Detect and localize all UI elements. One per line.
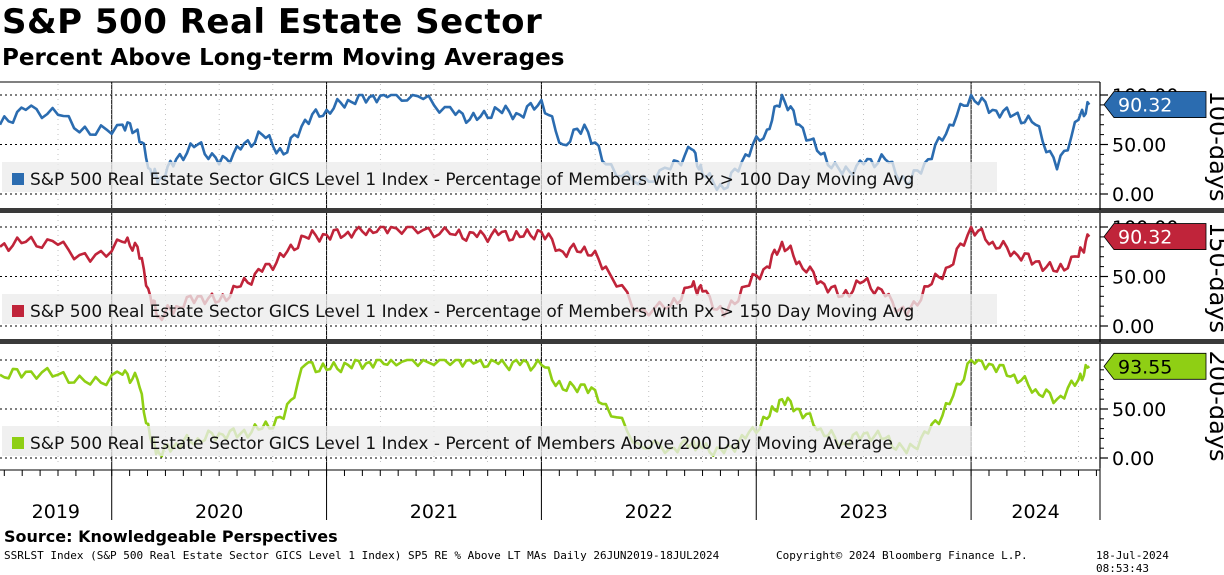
legend-label: S&P 500 Real Estate Sector GICS Level 1 … bbox=[30, 302, 914, 322]
x-tick-label: 2022 bbox=[625, 501, 673, 520]
last-value-label: 90.32 bbox=[1118, 227, 1172, 249]
x-tick-label: 2019 bbox=[32, 501, 80, 520]
timestamp: 18-Jul-2024 08:53:43 bbox=[1096, 549, 1224, 575]
panel-name: 100-days bbox=[1204, 90, 1224, 201]
y-tick-label: 0.00 bbox=[1112, 184, 1154, 206]
legend-label: S&P 500 Real Estate Sector GICS Level 1 … bbox=[30, 170, 914, 190]
y-tick-label: 50.00 bbox=[1112, 399, 1166, 421]
y-tick-label: 0.00 bbox=[1112, 316, 1154, 338]
y-tick-label: 0.00 bbox=[1112, 448, 1154, 470]
panel-name: 200-days bbox=[1204, 350, 1224, 461]
panel-divider bbox=[0, 339, 1224, 344]
last-value-label: 90.32 bbox=[1118, 95, 1172, 117]
legend-swatch bbox=[12, 173, 24, 185]
x-tick-label: 2023 bbox=[839, 501, 887, 520]
x-tick-label: 2021 bbox=[410, 501, 458, 520]
legend-swatch bbox=[12, 437, 24, 449]
y-tick-label: 50.00 bbox=[1112, 267, 1166, 289]
legend-label: S&P 500 Real Estate Sector GICS Level 1 … bbox=[30, 434, 893, 454]
copyright-notice: Copyright© 2024 Bloomberg Finance L.P. bbox=[776, 549, 1028, 562]
source-note: Source: Knowledgeable Perspectives bbox=[4, 527, 338, 546]
y-tick-label: 50.00 bbox=[1112, 135, 1166, 157]
security-description: SSRLST Index (S&P 500 Real Estate Sector… bbox=[4, 549, 719, 562]
panel-name: 150-days bbox=[1204, 222, 1224, 333]
chart-area: S&P 500 Real Estate Sector GICS Level 1 … bbox=[0, 0, 1224, 520]
last-value-label: 93.55 bbox=[1118, 356, 1172, 378]
legend-swatch bbox=[12, 305, 24, 317]
panel-divider bbox=[0, 208, 1224, 213]
x-tick-label: 2020 bbox=[195, 501, 243, 520]
x-tick-label: 2024 bbox=[1011, 501, 1059, 520]
